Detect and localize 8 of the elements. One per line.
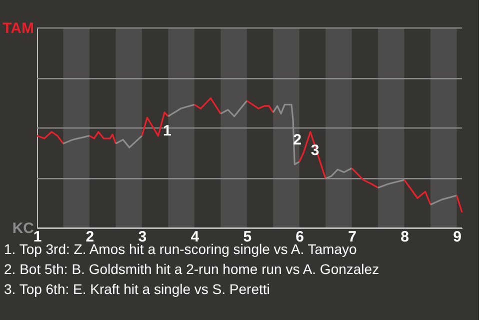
ref-line-label: TAM xyxy=(2,20,34,37)
x-tick-label: 9 xyxy=(453,228,462,246)
text: 3. Top 6th: E. Kraft hit a single vs S. Peretti xyxy=(4,281,270,297)
annotation: 1 xyxy=(162,122,172,140)
annotation: 2 xyxy=(293,132,302,149)
x-tick-label: 8 xyxy=(400,228,409,246)
ref-line-label: KC xyxy=(12,220,34,237)
text: 2. Bot 5th: B. Goldsmith hit a 2-run home run vs A. Gonzalez xyxy=(4,261,380,277)
